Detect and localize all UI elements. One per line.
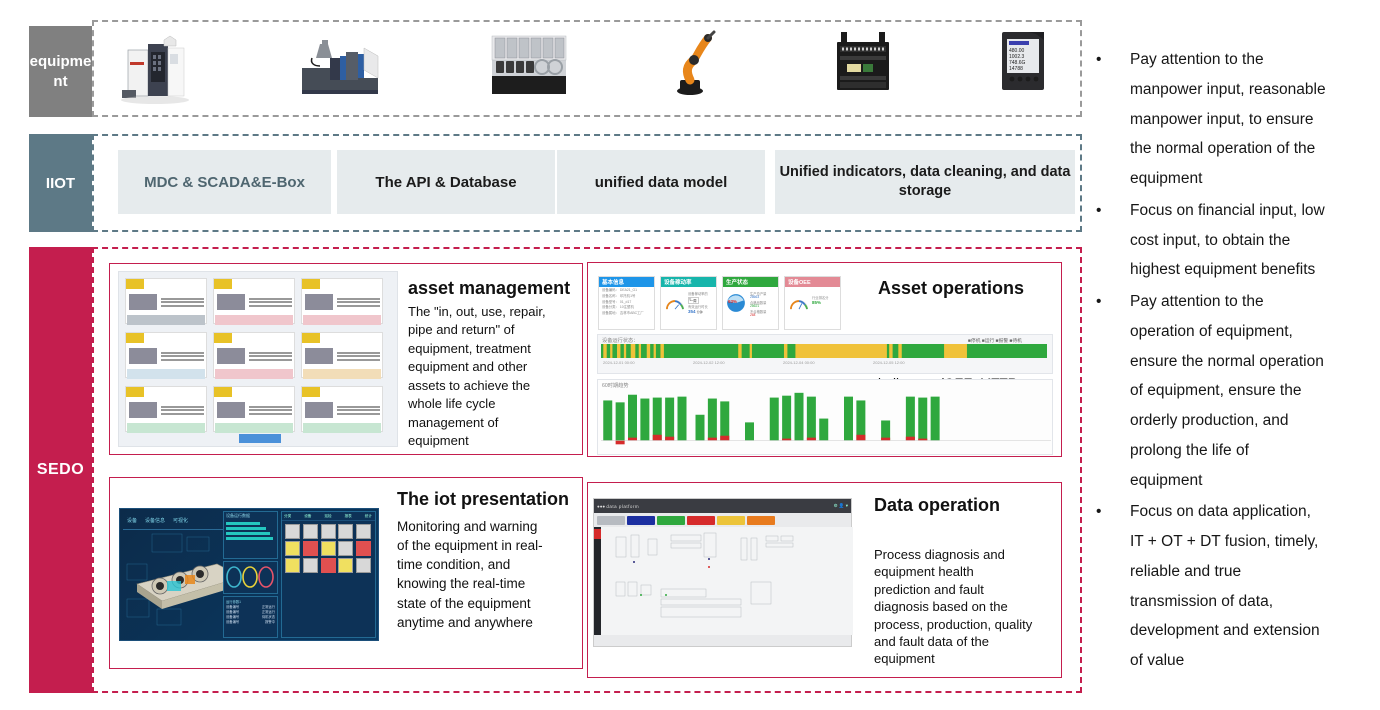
svg-text:14788: 14788	[1009, 66, 1023, 72]
